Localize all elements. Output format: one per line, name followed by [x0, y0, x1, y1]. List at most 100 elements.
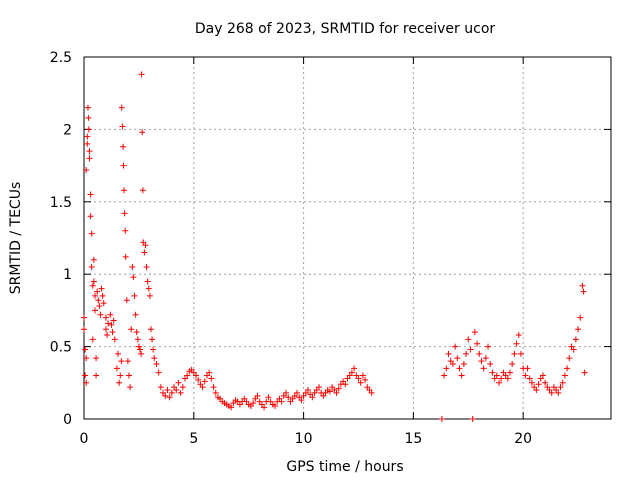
- data-point: [487, 360, 494, 367]
- data-point: [141, 249, 148, 256]
- data-point: [95, 297, 102, 304]
- data-point: [138, 71, 145, 78]
- x-axis-label: GPS time / hours: [286, 459, 403, 475]
- data-point: [177, 389, 184, 396]
- data-point: [113, 365, 120, 372]
- y-tick-label: 0: [63, 412, 72, 428]
- data-point: [104, 332, 111, 339]
- data-point: [123, 297, 130, 304]
- y-axis-label: SRMTID / TECUs: [8, 182, 24, 295]
- data-point: [91, 307, 98, 314]
- data-point: [136, 346, 143, 353]
- data-point: [151, 355, 158, 362]
- data-point: [493, 372, 500, 379]
- data-point: [309, 394, 316, 401]
- data-point: [121, 210, 128, 217]
- data-point: [441, 372, 448, 379]
- data-point: [173, 387, 180, 394]
- data-point: [438, 416, 445, 422]
- data-point: [452, 343, 459, 350]
- data-point: [515, 332, 522, 339]
- data-point: [84, 140, 91, 147]
- data-point: [108, 321, 115, 328]
- data-point: [454, 355, 461, 362]
- data-point: [142, 242, 149, 249]
- data-point: [85, 126, 92, 133]
- data-point: [139, 187, 146, 194]
- x-axis-ticks: 0 5 10 15 20: [80, 57, 532, 447]
- data-point: [561, 372, 568, 379]
- data-point: [128, 326, 135, 333]
- data-point: [509, 360, 516, 367]
- data-point: [86, 148, 93, 155]
- data-point: [89, 282, 96, 289]
- data-point: [122, 253, 129, 260]
- data-point: [138, 350, 145, 357]
- data-point: [465, 336, 472, 343]
- data-point: [513, 340, 520, 347]
- data-point: [285, 394, 292, 401]
- data-point: [201, 378, 208, 385]
- data-point: [579, 282, 586, 289]
- data-point: [179, 384, 186, 391]
- data-point: [145, 285, 152, 292]
- data-point: [485, 343, 492, 350]
- data-point: [88, 263, 95, 270]
- data-point: [250, 400, 257, 407]
- data-point: [580, 288, 587, 295]
- chart-title: Day 268 of 2023, SRMTID for receiver uco…: [195, 21, 496, 37]
- data-point: [120, 143, 127, 150]
- data-point: [272, 402, 279, 409]
- data-point: [548, 389, 555, 396]
- data-point: [91, 292, 98, 299]
- data-point: [102, 314, 109, 321]
- data-point: [278, 398, 285, 405]
- data-point: [155, 369, 162, 376]
- data-point: [144, 278, 151, 285]
- data-point: [315, 384, 322, 391]
- data-point: [542, 379, 549, 386]
- data-point: [581, 369, 588, 376]
- data-points: [81, 71, 588, 422]
- data-point: [575, 326, 582, 333]
- y-axis-ticks: 0 0.5 1 1.5 2 2.5: [50, 50, 611, 428]
- data-point: [86, 155, 93, 162]
- data-point: [83, 166, 90, 173]
- data-point: [212, 389, 219, 396]
- data-point: [335, 385, 342, 392]
- data-point: [84, 133, 91, 140]
- data-point: [88, 230, 95, 237]
- data-point: [348, 369, 355, 376]
- data-point: [474, 340, 481, 347]
- data-point: [199, 384, 206, 391]
- data-point: [368, 389, 375, 396]
- data-point: [96, 303, 103, 310]
- data-point: [456, 365, 463, 372]
- data-point: [164, 387, 171, 394]
- data-point: [162, 392, 169, 399]
- data-point: [566, 355, 573, 362]
- data-point: [476, 350, 483, 357]
- data-point: [150, 346, 157, 353]
- data-point: [153, 360, 160, 367]
- data-point: [130, 274, 137, 281]
- data-point: [97, 311, 104, 318]
- data-point: [539, 372, 546, 379]
- data-point: [120, 187, 127, 194]
- data-point: [482, 355, 489, 362]
- data-point: [357, 379, 364, 386]
- data-point: [184, 372, 191, 379]
- data-point: [81, 326, 87, 333]
- data-point: [489, 369, 496, 376]
- data-point: [192, 372, 199, 379]
- data-point: [460, 360, 467, 367]
- data-point: [107, 311, 114, 318]
- y-tick-label: 1: [63, 267, 72, 283]
- data-point: [132, 311, 139, 318]
- data-point: [254, 392, 261, 399]
- data-point: [208, 375, 215, 382]
- data-point: [119, 123, 126, 130]
- data-point: [478, 358, 485, 365]
- data-point: [261, 404, 268, 411]
- data-point: [458, 372, 465, 379]
